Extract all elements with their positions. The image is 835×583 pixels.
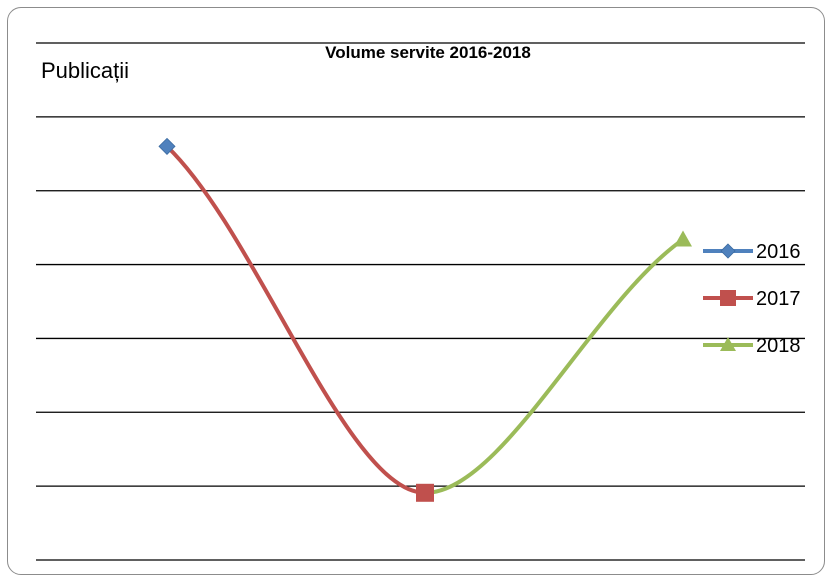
y-axis-label: Publicații	[41, 58, 129, 83]
legend-label: 2016	[756, 241, 801, 263]
legend-item-2016: 2016	[703, 241, 801, 263]
point-2017	[416, 483, 434, 502]
series-lines	[165, 144, 685, 495]
chart-frame: Volume servite 2016-2018 Publicații 2016…	[7, 7, 825, 575]
series-line-2017	[165, 144, 427, 495]
point-2016	[158, 137, 176, 155]
gridlines	[36, 42, 805, 561]
chart-title: Volume servite 2016-2018	[325, 43, 531, 62]
point-2018	[674, 230, 692, 247]
legend-marker	[720, 243, 736, 259]
legend-marker	[720, 290, 736, 306]
legend: 2016 2017 2018	[703, 241, 801, 357]
legend-item-2018: 2018	[703, 335, 801, 357]
series-markers	[158, 137, 692, 502]
legend-item-2017: 2017	[703, 288, 801, 310]
legend-marker	[720, 337, 736, 351]
series-line-2018	[423, 237, 685, 495]
chart-svg: Volume servite 2016-2018 Publicații 2016…	[36, 42, 805, 561]
legend-label: 2017	[756, 288, 801, 310]
legend-label: 2018	[756, 335, 801, 357]
